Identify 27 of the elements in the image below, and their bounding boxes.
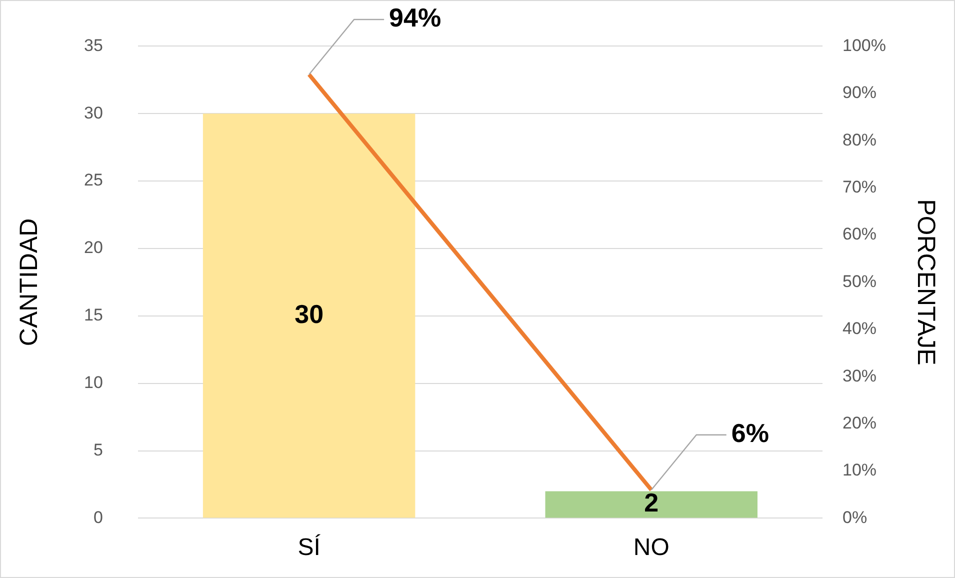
y-tick-label: 20: [84, 238, 103, 258]
data-label: 2: [644, 488, 659, 518]
y2-tick-label: 90%: [842, 83, 877, 102]
x-tick-label: SÍ: [298, 534, 321, 562]
y-tick-label: 10: [84, 373, 103, 392]
y2-tick-label: 40%: [842, 319, 877, 338]
y-tick-label: 5: [93, 440, 103, 460]
y2-tick-label: 50%: [842, 272, 877, 291]
y2-tick-label: 60%: [842, 224, 877, 244]
y-tick-label: 30: [84, 103, 103, 122]
y2-tick-label: 0%: [842, 508, 868, 527]
y-tick-label: 35: [84, 36, 103, 55]
y-tick-label: 25: [84, 170, 103, 190]
y2-tick-label: 30%: [842, 366, 877, 386]
y2-tick-label: 80%: [842, 130, 877, 150]
y-tick-label: 0: [93, 508, 103, 527]
y2-tick-label: 10%: [842, 460, 877, 480]
data-label: 6%: [731, 418, 769, 448]
x-tick-label: NO: [633, 534, 670, 562]
y-axis-title: CANTIDAD: [14, 218, 43, 346]
y2-tick-label: 100%: [842, 36, 886, 55]
y-tick-label: 15: [84, 306, 103, 325]
data-label: 94%: [389, 2, 442, 33]
y2-axis-title: PORCENTAJE: [912, 199, 940, 366]
data-label: 30: [294, 298, 324, 329]
y2-tick-label: 20%: [842, 413, 877, 432]
y2-tick-label: 70%: [842, 177, 877, 196]
